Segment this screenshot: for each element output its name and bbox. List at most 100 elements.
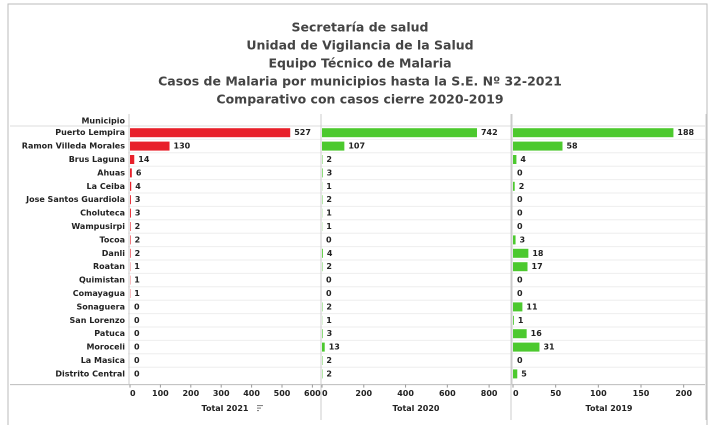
data-label: 1 [326, 182, 332, 191]
data-label: 2 [326, 262, 332, 271]
x-tick-label: 400 [243, 389, 260, 398]
category-label: Quimistan [79, 276, 125, 285]
category-label: Patuca [94, 329, 125, 338]
category-label: Distrito Central [55, 369, 125, 378]
data-label: 0 [326, 276, 332, 285]
data-label: 2 [519, 182, 525, 191]
bar [513, 262, 528, 272]
data-label: 0 [134, 356, 140, 365]
data-label: 3 [327, 168, 333, 177]
x-tick-label: 50 [550, 389, 562, 398]
bar [513, 302, 523, 312]
bar [322, 248, 323, 258]
data-label: 0 [517, 356, 523, 365]
bar [513, 235, 516, 245]
data-label: 0 [134, 343, 140, 352]
data-label: 2 [326, 369, 332, 378]
bar [130, 168, 132, 178]
x-tick-label: 200 [182, 389, 199, 398]
data-label: 3 [520, 235, 526, 244]
category-label: Brus Laguna [69, 155, 125, 164]
data-label: 0 [134, 329, 140, 338]
data-label: 0 [517, 195, 523, 204]
data-label: 2 [135, 249, 141, 258]
chart-title: Secretaría de salud [292, 20, 429, 35]
bar [130, 208, 131, 218]
data-label: 0 [517, 168, 523, 177]
bar [513, 342, 540, 352]
category-label: San Lorenzo [70, 316, 126, 325]
data-label: 17 [532, 262, 543, 271]
data-label: 1 [134, 262, 140, 271]
data-label: 0 [517, 276, 523, 285]
category-label: La Ceiba [87, 182, 125, 191]
data-label: 1 [134, 289, 140, 298]
x-tick-label: 100 [590, 389, 607, 398]
bar [322, 141, 345, 151]
category-label: Ramon Villeda Morales [22, 142, 125, 151]
bar [513, 329, 527, 339]
chart-title: Casos de Malaria por municipios hasta la… [158, 74, 562, 89]
data-label: 5 [521, 369, 527, 378]
data-label: 2 [326, 356, 332, 365]
x-tick-label: 0 [513, 389, 519, 398]
bar [322, 329, 323, 339]
bar [513, 248, 529, 258]
x-tick-label: 0 [130, 389, 136, 398]
category-label: Wampusirpi [71, 222, 125, 231]
axis-title: Total 2021 [202, 404, 249, 413]
category-label: Tocoa [99, 235, 125, 244]
bar [322, 168, 323, 178]
data-label: 13 [329, 343, 340, 352]
bar [130, 235, 131, 245]
x-tick-label: 200 [355, 389, 372, 398]
data-label: 4 [520, 155, 526, 164]
category-label: Jose Santos Guardiola [25, 195, 125, 204]
data-label: 58 [566, 142, 578, 151]
category-label: Sonaguera [76, 302, 125, 311]
category-label: Moroceli [86, 343, 125, 352]
data-label: 1 [134, 276, 140, 285]
category-label: Roatan [93, 262, 125, 271]
data-label: 742 [481, 128, 498, 137]
data-label: 1 [326, 316, 332, 325]
data-label: 2 [326, 155, 332, 164]
x-tick-label: 150 [633, 389, 650, 398]
data-label: 3 [135, 209, 141, 218]
data-label: 130 [174, 142, 191, 151]
bar [513, 128, 674, 138]
bar [513, 141, 563, 151]
chart-title: Comparativo con casos cierre 2020-2019 [216, 92, 503, 107]
data-label: 0 [326, 289, 332, 298]
data-label: 0 [517, 289, 523, 298]
bar [130, 195, 131, 205]
bar [322, 128, 477, 138]
data-label: 0 [517, 222, 523, 231]
chart-title: Unidad de Vigilancia de la Salud [246, 38, 473, 53]
bar [513, 315, 514, 325]
data-label: 0 [134, 302, 140, 311]
data-label: 188 [677, 128, 694, 137]
data-label: 1 [518, 316, 524, 325]
data-label: 1 [326, 209, 332, 218]
x-tick-label: 600 [439, 389, 456, 398]
chart-title: Equipo Técnico de Malaria [268, 56, 451, 71]
bar [513, 155, 517, 164]
data-label: 107 [348, 142, 365, 151]
data-label: 527 [294, 128, 311, 137]
x-tick-label: 300 [213, 389, 230, 398]
category-label: Choluteca [80, 209, 125, 218]
bar [130, 248, 131, 258]
data-label: 0 [134, 316, 140, 325]
category-label: Danli [102, 249, 125, 258]
data-label: 11 [526, 302, 538, 311]
data-label: 2 [326, 195, 332, 204]
bar [130, 128, 291, 138]
category-label: Puerto Lempira [55, 128, 125, 137]
x-tick-label: 400 [397, 389, 414, 398]
data-label: 2 [135, 222, 141, 231]
x-tick-label: 800 [481, 389, 498, 398]
bar [513, 369, 518, 379]
data-label: 0 [517, 209, 523, 218]
